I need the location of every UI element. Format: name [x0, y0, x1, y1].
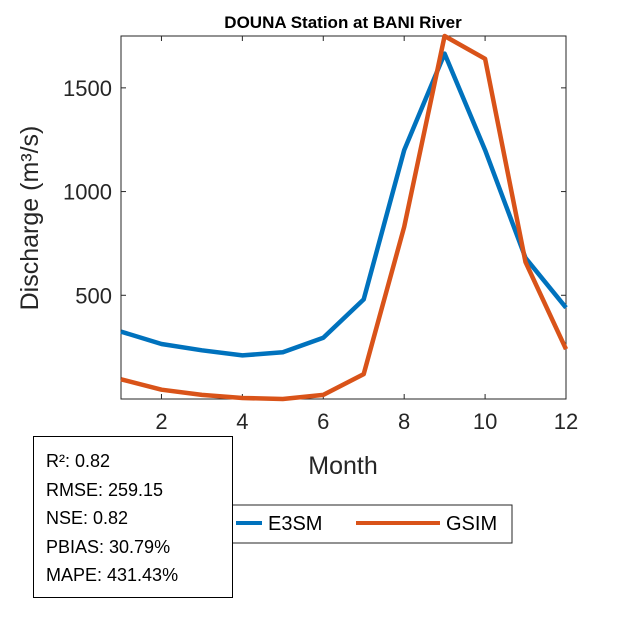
x-tick-label: 8 [398, 409, 410, 434]
stats-box: R²: 0.82 RMSE: 259.15 NSE: 0.82 PBIAS: 3… [33, 436, 233, 598]
stat-r2: R²: 0.82 [46, 451, 111, 471]
legend: E3SM GSIM [227, 504, 513, 544]
series-line-e3sm [120, 51, 568, 358]
stat-pbias: PBIAS: 30.79% [46, 536, 171, 557]
x-tick-label: 10 [473, 409, 497, 434]
stat-nse: NSE: 0.82 [46, 508, 129, 528]
stat-mape: MAPE: 431.43% [46, 565, 179, 585]
x-axis-ticks: 2 4 6 8 10 12 [155, 36, 578, 434]
y-axis-label: Discharge (m³/s) [16, 126, 44, 311]
legend-entry-gsim: GSIM [446, 513, 497, 535]
stat-rmse: RMSE: 259.15 [46, 479, 164, 500]
y-tick-label: 1000 [63, 180, 112, 205]
series-line-gsim [120, 33, 569, 402]
chart-title: DOUNA Station at BANI River [224, 13, 462, 32]
legend-entry-e3sm: E3SM [268, 513, 322, 535]
y-tick-label: 500 [75, 283, 112, 308]
series-lines [120, 33, 569, 402]
x-tick-label: 4 [236, 409, 248, 434]
x-tick-label: 6 [317, 409, 329, 434]
y-tick-label: 1500 [63, 76, 112, 101]
x-tick-label: 12 [554, 409, 578, 434]
y-axis-ticks: 500 1000 1500 [63, 76, 566, 308]
x-tick-label: 2 [155, 409, 167, 434]
axes-box [120, 35, 567, 400]
plot-area [120, 35, 567, 400]
x-axis-label: Month [308, 452, 377, 480]
